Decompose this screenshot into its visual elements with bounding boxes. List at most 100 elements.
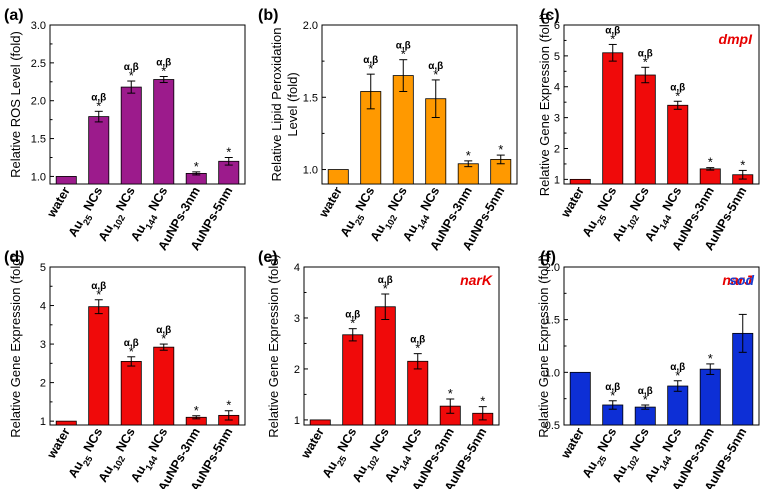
- y-tick-label: 3: [40, 339, 46, 351]
- bar-2: [88, 116, 110, 185]
- y-tick-label: 2: [40, 378, 46, 390]
- significance-alpha-beta: α,β: [605, 25, 620, 36]
- significance-star: *: [368, 61, 373, 76]
- panel-label: (f): [540, 249, 556, 266]
- y-tick-label: 3.0: [31, 20, 46, 32]
- category-label: water: [298, 425, 327, 461]
- y-tick-label: 1.5: [31, 134, 46, 146]
- category-label: water: [558, 184, 587, 220]
- significance-alpha-beta: α,β: [378, 275, 393, 286]
- bar-4: [153, 346, 175, 426]
- significance-alpha-beta: α,β: [156, 325, 171, 336]
- gene-label: sod: [729, 272, 754, 288]
- plot-frame: [321, 24, 518, 185]
- bar-3: [634, 406, 656, 426]
- gene-label: dmpI: [719, 31, 754, 47]
- significance-star: *: [498, 142, 503, 157]
- y-tick-label: 1: [40, 416, 46, 428]
- significance-alpha-beta: α,β: [345, 310, 360, 321]
- significance-star: *: [675, 368, 680, 383]
- bar-2: [602, 52, 624, 185]
- y-tick-label: 2.0: [545, 262, 560, 274]
- y-axis-label: Relative Gene Expression (fold): [537, 13, 552, 197]
- significance-alpha-beta: α,β: [670, 362, 685, 373]
- bar-1: [569, 178, 591, 185]
- bar-1: [55, 176, 77, 185]
- significance-star: *: [96, 98, 101, 113]
- bar-3: [634, 74, 656, 185]
- significance-star: *: [383, 281, 388, 296]
- bar-4: [407, 360, 429, 426]
- significance-star: *: [643, 54, 648, 69]
- bar-1: [309, 419, 331, 426]
- y-tick-label: 4: [40, 301, 46, 313]
- y-tick-label: 2.5: [31, 58, 46, 70]
- y-tick-label: 3: [294, 313, 300, 325]
- significance-alpha-beta: α,β: [124, 338, 139, 349]
- y-tick-label: 1.0: [545, 367, 560, 379]
- bar-1: [569, 371, 591, 426]
- significance-star: *: [708, 155, 713, 170]
- y-tick-label: 4: [294, 262, 300, 274]
- bar-5: [699, 368, 721, 426]
- significance-star: *: [194, 403, 199, 418]
- significance-star: *: [350, 316, 355, 331]
- y-tick-label: 2: [554, 143, 560, 155]
- bar-3: [120, 361, 142, 426]
- significance-star: *: [675, 88, 680, 103]
- category-label: Au102 NCs: [96, 184, 142, 245]
- plot-frame: [49, 24, 246, 185]
- significance-star: *: [466, 148, 471, 163]
- significance-star: *: [643, 392, 648, 407]
- significance-alpha-beta: α,β: [428, 61, 443, 72]
- significance-star: *: [129, 68, 134, 83]
- significance-star: *: [161, 331, 166, 346]
- bar-5: [699, 168, 721, 185]
- panel-label: (a): [4, 7, 24, 24]
- significance-alpha-beta: α,β: [156, 57, 171, 68]
- plot-frame: [49, 266, 246, 426]
- bar-3: [120, 86, 142, 185]
- y-axis-label: Relative ROS Level (fold): [8, 31, 23, 178]
- y-tick-label: 3: [554, 113, 560, 125]
- significance-star: *: [161, 63, 166, 78]
- y-tick-label: 0.5: [545, 420, 560, 432]
- y-tick-label: 5: [554, 51, 560, 63]
- significance-alpha-beta: α,β: [638, 48, 653, 59]
- significance-alpha-beta: α,β: [124, 62, 139, 73]
- significance-alpha-beta: α,β: [670, 82, 685, 93]
- significance-alpha-beta: α,β: [410, 335, 425, 346]
- y-axis-label: Relative Gene Expression (fold): [8, 254, 23, 438]
- bar-4: [153, 79, 175, 185]
- category-label: water: [558, 425, 587, 461]
- plot-frame: [563, 266, 760, 426]
- bar-3: [374, 306, 396, 426]
- bar-1: [327, 169, 349, 185]
- bar-1: [55, 420, 77, 426]
- significance-star: *: [708, 351, 713, 366]
- panel-label: (e): [258, 249, 278, 266]
- y-tick-label: 4: [554, 82, 560, 94]
- category-label: water: [44, 425, 73, 461]
- y-axis-label: Relative Gene Expression (fold): [536, 254, 551, 438]
- category-label: water: [316, 184, 345, 220]
- significance-alpha-beta: α,β: [605, 382, 620, 393]
- plot-frame: [563, 24, 760, 185]
- panel-label: (b): [258, 7, 278, 24]
- significance-star: *: [740, 157, 745, 172]
- bar-4: [667, 104, 689, 185]
- y-tick-label: 5: [40, 262, 46, 274]
- y-tick-label: 1: [554, 174, 560, 186]
- significance-star: *: [194, 159, 199, 174]
- plot-frame: [303, 266, 500, 426]
- bar-2: [88, 306, 110, 426]
- significance-alpha-beta: α,β: [91, 92, 106, 103]
- bar-4: [667, 385, 689, 426]
- y-tick-label: 1.0: [303, 165, 318, 177]
- y-tick-label: 2.0: [303, 20, 318, 32]
- significance-star: *: [480, 394, 485, 409]
- y-axis-label: Relative Gene Expression (fold): [266, 254, 281, 438]
